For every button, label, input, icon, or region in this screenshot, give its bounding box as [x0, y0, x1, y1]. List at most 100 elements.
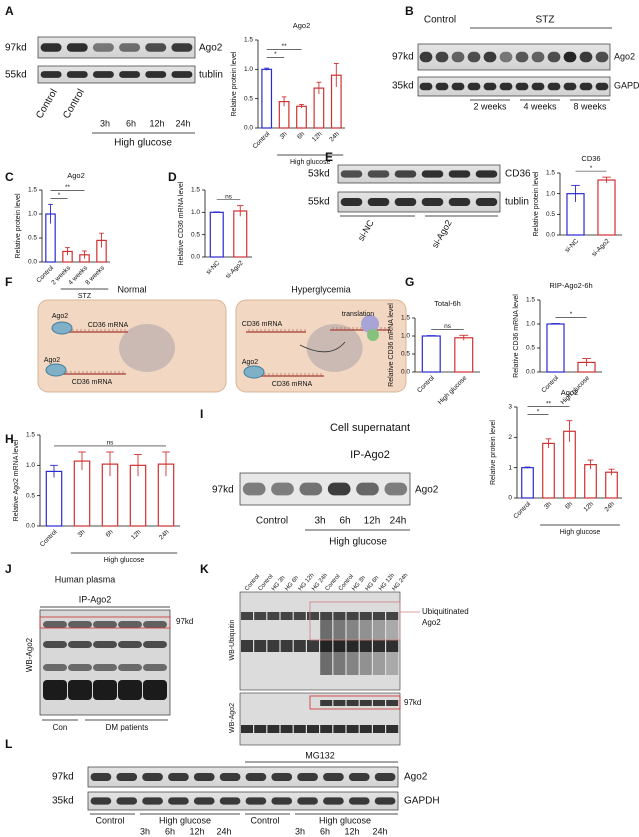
y-tick-label: 1.5 — [191, 187, 200, 194]
x-tick-label: Control — [252, 130, 272, 150]
y-tick-label: 0.5 — [526, 345, 535, 352]
label: Control — [95, 815, 124, 825]
x-tick-label: si-Ago2 — [591, 237, 612, 258]
band — [267, 612, 280, 620]
label: 97kd — [404, 698, 421, 707]
label: 4 weeks — [523, 101, 557, 111]
x-tick-label: Control — [416, 374, 436, 394]
label: Control — [424, 15, 456, 26]
highlight — [309, 695, 401, 710]
bar — [597, 179, 616, 236]
band — [90, 773, 112, 781]
bar — [454, 337, 474, 373]
panel-letter: E — [325, 150, 333, 164]
label: Ago2 — [199, 43, 223, 54]
band — [448, 198, 471, 206]
band — [384, 482, 408, 496]
band — [595, 51, 609, 63]
band — [43, 641, 67, 648]
band — [280, 640, 293, 652]
label: Control — [256, 516, 288, 527]
label: 55kd — [5, 70, 27, 81]
label: 97kd — [5, 43, 27, 54]
label: WB-Ago2 — [229, 703, 236, 733]
x-tick-label: 12h — [130, 528, 143, 541]
y-tick-label: 0.5 — [26, 492, 35, 499]
x-tick-label: 24h — [604, 500, 617, 513]
band — [348, 797, 370, 805]
bar — [45, 470, 63, 527]
y-tick-label: 2 — [508, 434, 512, 441]
band — [421, 198, 444, 206]
band — [515, 82, 529, 91]
label: GAPDH — [404, 796, 440, 807]
bar — [209, 211, 224, 258]
label: Ago2 — [242, 359, 258, 366]
x-tick-label: 12h — [583, 500, 596, 513]
band — [118, 641, 142, 648]
label: 35kd — [392, 81, 414, 92]
label: 24h — [390, 516, 407, 527]
band — [119, 43, 141, 52]
band — [93, 621, 117, 628]
label: 97kd — [52, 772, 74, 783]
band — [68, 621, 92, 628]
band — [333, 700, 346, 706]
band — [373, 640, 385, 652]
panel-letter: F — [5, 275, 12, 289]
band — [563, 82, 577, 91]
band — [241, 725, 253, 733]
y-axis-label: Relative CD36 mRNA level — [178, 181, 185, 265]
bar — [605, 471, 618, 499]
band — [92, 71, 114, 78]
panel-letter: H — [5, 432, 14, 446]
chart-title: Ago2 — [293, 21, 311, 30]
chart-title: Ago2 — [561, 388, 579, 397]
smear — [346, 620, 359, 675]
band — [40, 43, 62, 52]
label: 3h — [100, 118, 110, 128]
y-tick-label: 0.0 — [26, 523, 35, 530]
ago2 — [51, 321, 73, 335]
label: CD36 mRNA — [88, 322, 129, 329]
band — [531, 82, 545, 91]
band — [386, 725, 399, 733]
band — [68, 641, 92, 648]
band — [93, 641, 117, 648]
band — [307, 725, 319, 733]
label: tublin — [505, 197, 529, 208]
ribosome — [367, 329, 379, 341]
label: Con — [53, 723, 68, 732]
band — [142, 797, 163, 805]
label: 6h — [126, 118, 136, 128]
band — [66, 43, 88, 52]
nucleus — [119, 324, 176, 372]
group-label: STZ — [78, 293, 92, 300]
band — [451, 51, 465, 63]
label: STZ — [536, 15, 555, 26]
band — [280, 725, 293, 733]
label: 12h — [344, 826, 359, 836]
band — [367, 198, 390, 206]
band — [333, 612, 346, 620]
band — [271, 482, 294, 496]
label: 12h — [189, 826, 204, 836]
band — [143, 664, 167, 671]
x-tick-label: 3h — [77, 528, 87, 538]
significance: ns — [444, 323, 452, 330]
band — [267, 725, 280, 733]
bar — [546, 323, 565, 373]
band — [271, 773, 293, 781]
label: MG132 — [305, 750, 335, 760]
y-tick-label: 0.5 — [401, 351, 410, 358]
panel-letter: I — [200, 407, 203, 421]
y-axis-label: Relative CD36 mRNA level — [388, 303, 395, 387]
band — [373, 725, 385, 733]
band — [327, 482, 351, 496]
band — [297, 797, 318, 805]
band — [293, 612, 306, 620]
band — [299, 482, 323, 496]
highlight — [39, 616, 171, 629]
panel-letter: C — [5, 170, 14, 184]
group-label: High glucose — [290, 159, 331, 166]
